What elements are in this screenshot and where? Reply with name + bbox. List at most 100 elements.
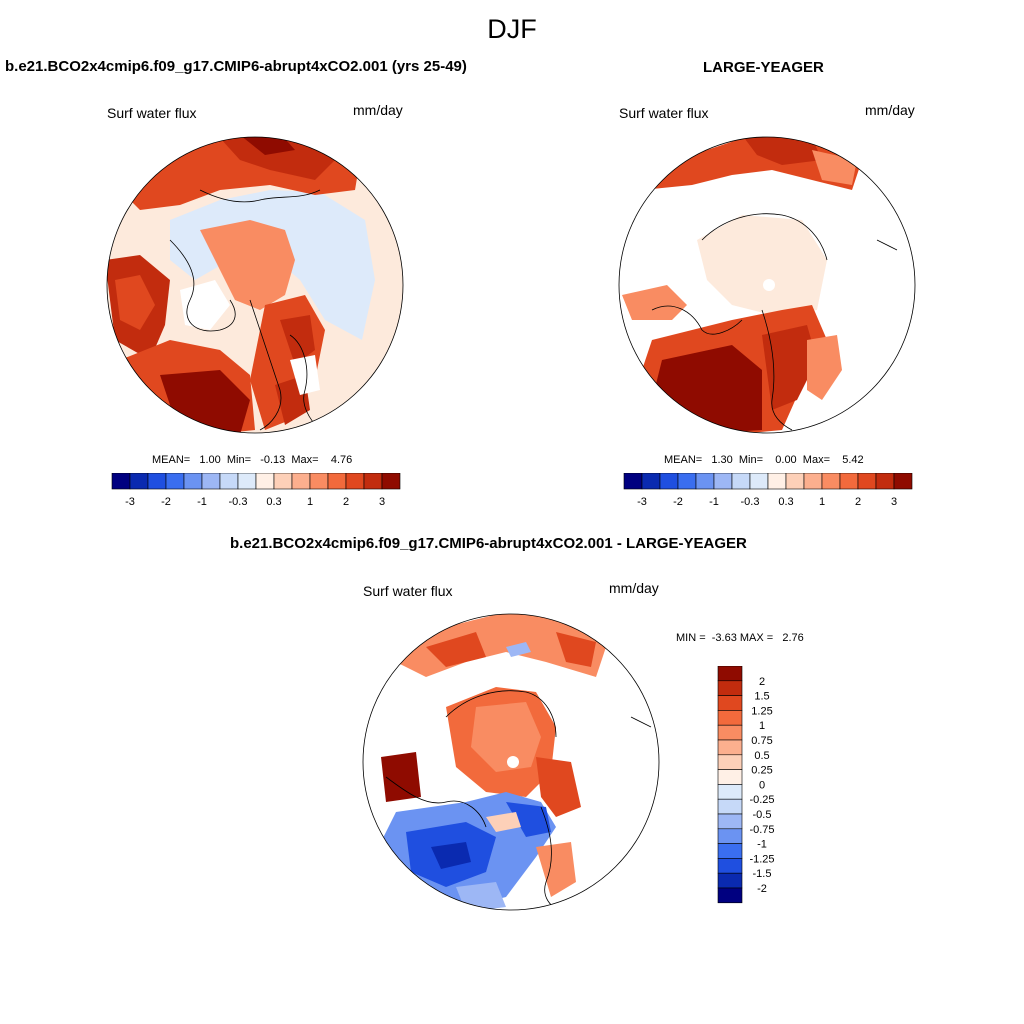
colorbar-tick-label: -1 [757,839,767,851]
colorbar-tick-label: -3 [125,496,135,508]
colorbar-box [201,473,221,490]
colorbar-box [717,666,743,682]
colorbar-tick-label: 1.25 [751,705,772,717]
colorbar-tick-label: 0.3 [778,496,793,508]
colorbar-tick-label: -1 [197,496,207,508]
colorbar-box [677,473,697,490]
colorbar-box [717,828,743,844]
colorbar-box [717,843,743,859]
panel1-variable-label: Surf water flux [107,105,197,121]
panel1-stats: MEAN= 1.00 Min= -0.13 Max= 4.76 [152,454,353,466]
colorbar-box [713,473,733,490]
colorbar-box [309,473,329,490]
panel2-stats: MEAN= 1.30 Min= 0.00 Max= 5.42 [664,454,864,466]
colorbar-box [717,769,743,785]
colorbar-box [767,473,787,490]
figure-title: DJF [487,14,537,44]
colorbar-box [183,473,203,490]
panel1-polar-map [106,136,404,434]
colorbar-box [857,473,877,490]
colorbar-box [717,813,743,830]
panel2-units-label: mm/day [865,102,915,118]
colorbar-tick-label: -2 [673,496,683,508]
colorbar-box [111,473,131,490]
panel3-colorbar: 2 1.5 1.25 1 0.75 0.5 0.25 0 -0.25 -0.5 -0.75 -1 -1.… [717,666,775,904]
colorbar-box [717,739,743,756]
panel2-polar-map [618,136,916,434]
panel3-polar-map [362,613,660,911]
colorbar-box [381,473,401,490]
panel2-variable-label: Surf water flux [619,105,709,121]
colorbar-tick-label: -0.3 [229,496,248,508]
colorbar-tick-label: 3 [379,496,385,508]
panel3-title: b.e21.BCO2x4cmip6.f09_g17.CMIP6-abrupt4x… [230,535,747,552]
colorbar-box [273,473,293,490]
colorbar-tick-label: 0.5 [754,750,769,762]
colorbar-box [717,887,743,904]
colorbar-tick-label: -1 [709,496,719,508]
colorbar-box [839,473,859,490]
colorbar-box [219,473,239,490]
colorbar-box [803,473,823,490]
colorbar-tick-label: 0.75 [751,735,772,747]
panel2-colorbar: -3 -2 -1 -0.3 0.3 1 2 3 [623,473,913,508]
panel3-stats: MIN = -3.63 MAX = 2.76 [676,632,804,644]
colorbar-box [129,473,149,490]
colorbar-box [717,784,743,800]
colorbar-tick-label: 2 [343,496,349,508]
colorbar-box [717,872,743,889]
colorbar-box [623,473,643,490]
colorbar-tick-label: -1.5 [753,868,772,880]
colorbar-box [717,695,743,711]
colorbar-box [893,473,913,490]
colorbar-box [717,798,743,815]
colorbar-tick-label: -0.5 [753,809,772,821]
panel2-pole-hole [763,279,775,291]
colorbar-box [165,473,185,490]
colorbar-tick-label: -0.25 [749,794,774,806]
panel2-title: LARGE-YEAGER [703,59,824,76]
colorbar-tick-label: 1 [819,496,825,508]
colorbar-tick-label: 0.3 [266,496,281,508]
colorbar-box [641,473,661,490]
colorbar-tick-label: -0.3 [741,496,760,508]
colorbar-box [731,473,751,490]
panel1-title: b.e21.BCO2x4cmip6.f09_g17.CMIP6-abrupt4x… [5,58,467,75]
panel1-greenland-region [200,220,295,310]
panel1-colorbar: -3 -2 -1 -0.3 0.3 1 2 3 [111,473,401,508]
colorbar-tick-label: 2 [855,496,861,508]
panel3-units-label: mm/day [609,580,659,596]
colorbar-box [363,473,383,490]
colorbar-box [875,473,895,490]
colorbar-tick-label: 0.25 [751,765,772,777]
colorbar-box [695,473,715,490]
panel2-arctic-basin-region [697,215,827,315]
panel1-map-boundary [106,136,404,434]
colorbar-box [785,473,805,490]
colorbar-tick-label: -1.25 [749,853,774,865]
colorbar-box [345,473,365,490]
colorbar-tick-label: 3 [891,496,897,508]
colorbar-tick-label: 2 [759,676,765,688]
panel1-units-label: mm/day [353,102,403,118]
colorbar-tick-label: 0 [759,779,765,791]
panel3-variable-label: Surf water flux [363,583,453,599]
colorbar-box [255,473,275,490]
panel3-map-boundary [362,613,660,911]
colorbar-box [327,473,347,490]
colorbar-tick-label: 1 [307,496,313,508]
colorbar-box [821,473,841,490]
panel2-map-boundary [618,136,916,434]
colorbar-box [717,858,743,874]
colorbar-box [749,473,769,490]
colorbar-tick-label: -0.75 [749,824,774,836]
panel3-pole-hole [507,756,519,768]
colorbar-box [237,473,257,490]
colorbar-box [717,710,743,726]
colorbar-box [717,680,743,696]
colorbar-tick-label: 1 [759,720,765,732]
colorbar-tick-label: 1.5 [754,691,769,703]
colorbar-box [659,473,679,490]
colorbar-box [717,724,743,741]
colorbar-box [291,473,311,490]
